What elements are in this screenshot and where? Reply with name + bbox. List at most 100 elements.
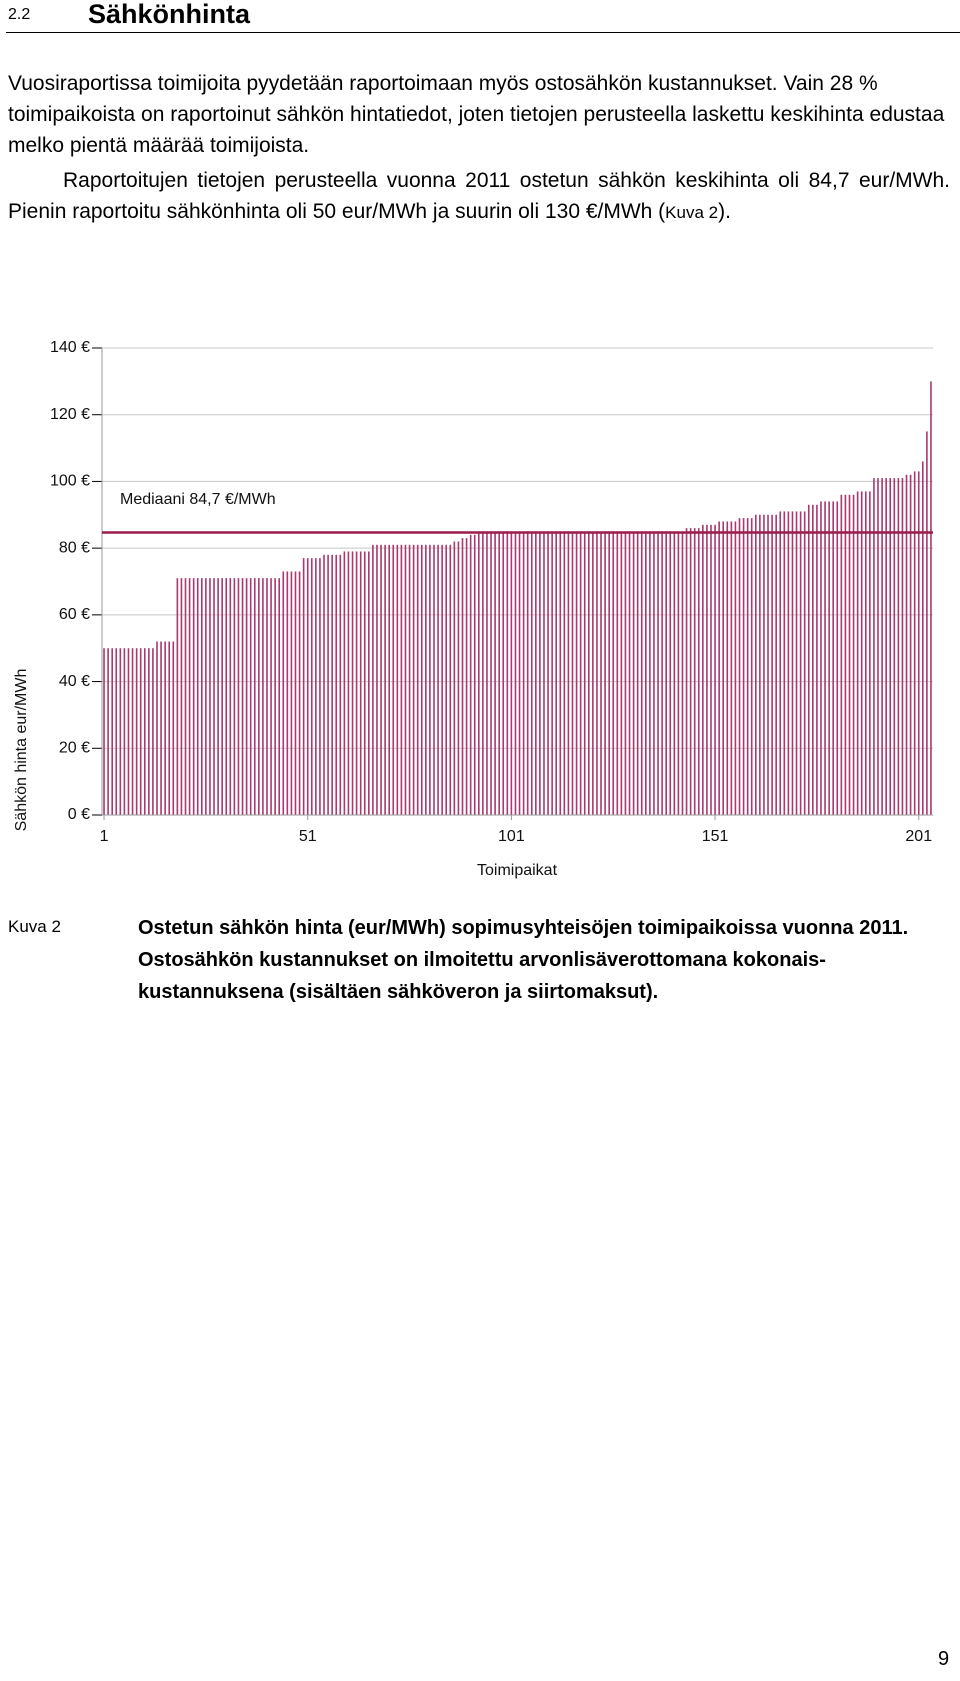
bar (270, 578, 272, 815)
bar (245, 578, 248, 815)
bar (225, 578, 228, 815)
bar (258, 578, 260, 815)
bar (681, 531, 684, 815)
bar (461, 538, 464, 815)
section-title: Sähkönhinta (88, 0, 251, 29)
bar (750, 518, 753, 815)
bar (587, 531, 590, 815)
bar (746, 518, 749, 815)
bar (425, 544, 427, 815)
bar (196, 578, 199, 815)
bar (816, 504, 818, 815)
bar (119, 648, 122, 815)
bar (653, 531, 655, 815)
bar (767, 514, 769, 815)
bar (881, 478, 883, 815)
bar (726, 521, 729, 815)
bar (893, 478, 896, 815)
x-tick-label: 101 (498, 828, 525, 845)
bar (107, 648, 109, 815)
bar (498, 531, 500, 815)
bar (135, 648, 138, 815)
x-tick-label: 51 (299, 828, 317, 845)
bar (469, 534, 472, 815)
y-tick-label: 120 € (50, 406, 90, 423)
bar (530, 531, 533, 815)
bar (506, 531, 509, 815)
bar (563, 531, 566, 815)
bar (286, 571, 289, 815)
bar (571, 531, 574, 815)
bar (820, 501, 822, 815)
bar (229, 578, 232, 815)
bar (510, 531, 513, 815)
bar (392, 544, 395, 815)
x-tick-label: 1 (100, 828, 109, 845)
bar (339, 554, 342, 815)
bar (343, 551, 346, 815)
bar (909, 474, 912, 815)
bar (221, 578, 223, 815)
annotation: Mediaani 84,7 €/MWh (120, 491, 276, 508)
bar (583, 531, 586, 815)
bar (323, 554, 325, 815)
bar (624, 531, 627, 815)
bar (596, 531, 598, 815)
bar (376, 544, 378, 815)
bar (604, 531, 606, 815)
bar (877, 478, 879, 815)
bar (889, 478, 892, 815)
bar (396, 544, 399, 815)
bar (274, 578, 276, 815)
y-tick-label: 80 € (59, 539, 90, 556)
paragraph-text: ). (718, 200, 731, 223)
bar (640, 531, 643, 815)
bar (812, 504, 814, 815)
bar (372, 544, 374, 815)
bar (803, 511, 806, 815)
bar (172, 641, 175, 815)
bar (616, 531, 619, 815)
bar (714, 524, 716, 815)
bar (632, 531, 635, 815)
bar (763, 514, 765, 815)
bar (840, 494, 843, 815)
bar (869, 491, 871, 815)
bar (278, 578, 280, 815)
bar (547, 531, 549, 815)
bar (824, 501, 826, 815)
bar (722, 521, 725, 815)
bar (148, 648, 150, 815)
bar (327, 554, 329, 815)
bar (249, 578, 252, 815)
bar (486, 531, 488, 815)
bar (742, 518, 745, 815)
bar (302, 558, 305, 815)
bar (429, 544, 431, 815)
bar (791, 511, 794, 815)
bar (856, 491, 859, 815)
bar (192, 578, 195, 815)
bar (567, 531, 570, 815)
bar (738, 518, 741, 815)
bar (522, 531, 525, 815)
bar (535, 531, 537, 815)
bar (266, 578, 268, 815)
bar (514, 531, 517, 815)
bar (592, 531, 594, 815)
bar (310, 558, 313, 815)
bar (184, 578, 187, 815)
bar (131, 648, 134, 815)
bar (139, 648, 142, 815)
bar (388, 544, 390, 815)
bar (669, 531, 672, 815)
bar (213, 578, 215, 815)
bar (693, 528, 696, 815)
bar (885, 478, 887, 815)
bar (799, 511, 802, 815)
bar (457, 541, 460, 815)
paragraph: Raportoitujen tietojen perusteella vuonn… (8, 165, 950, 228)
bar (306, 558, 309, 815)
